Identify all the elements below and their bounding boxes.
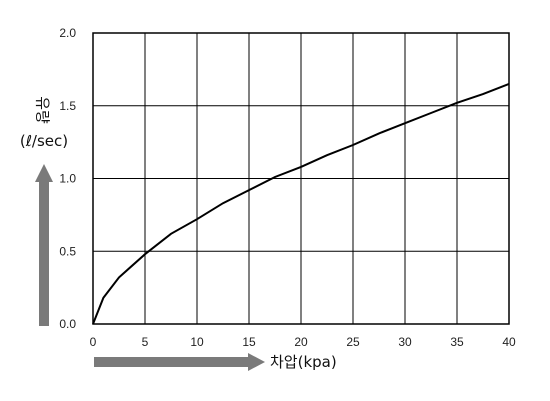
y-tick-label: 0.0 [59, 317, 76, 331]
y-axis-label-text: 유량 [34, 96, 52, 124]
x-tick-label: 10 [190, 335, 204, 349]
y-axis-arrow [35, 164, 53, 326]
y-tick-label: 2.0 [59, 26, 76, 40]
x-tick-label: 30 [398, 335, 412, 349]
plot-frame [92, 32, 510, 325]
y-tick-label: 1.0 [59, 172, 76, 186]
y-axis-unit: (ℓ/sec) [20, 132, 68, 150]
y-tick-label: 1.5 [59, 99, 76, 113]
x-tick-label: 20 [294, 335, 308, 349]
x-axis-label: 차압(kpa) [270, 353, 337, 371]
y-axis-label: 유량 (ℓ/sec) [20, 96, 68, 150]
grid-lines [92, 32, 510, 325]
x-tick-labels: 0 5 10 15 20 25 30 35 40 [90, 335, 516, 349]
series-line [92, 82, 510, 325]
y-tick-labels: 0.0 0.5 1.0 1.5 2.0 [59, 26, 76, 331]
x-tick-label: 15 [242, 335, 256, 349]
x-tick-label: 25 [346, 335, 360, 349]
y-tick-label: 0.5 [59, 244, 76, 258]
x-tick-label: 35 [450, 335, 464, 349]
x-tick-label: 5 [142, 335, 149, 349]
x-axis-arrow [94, 353, 265, 371]
x-tick-label: 40 [502, 335, 516, 349]
x-tick-label: 0 [90, 335, 97, 349]
